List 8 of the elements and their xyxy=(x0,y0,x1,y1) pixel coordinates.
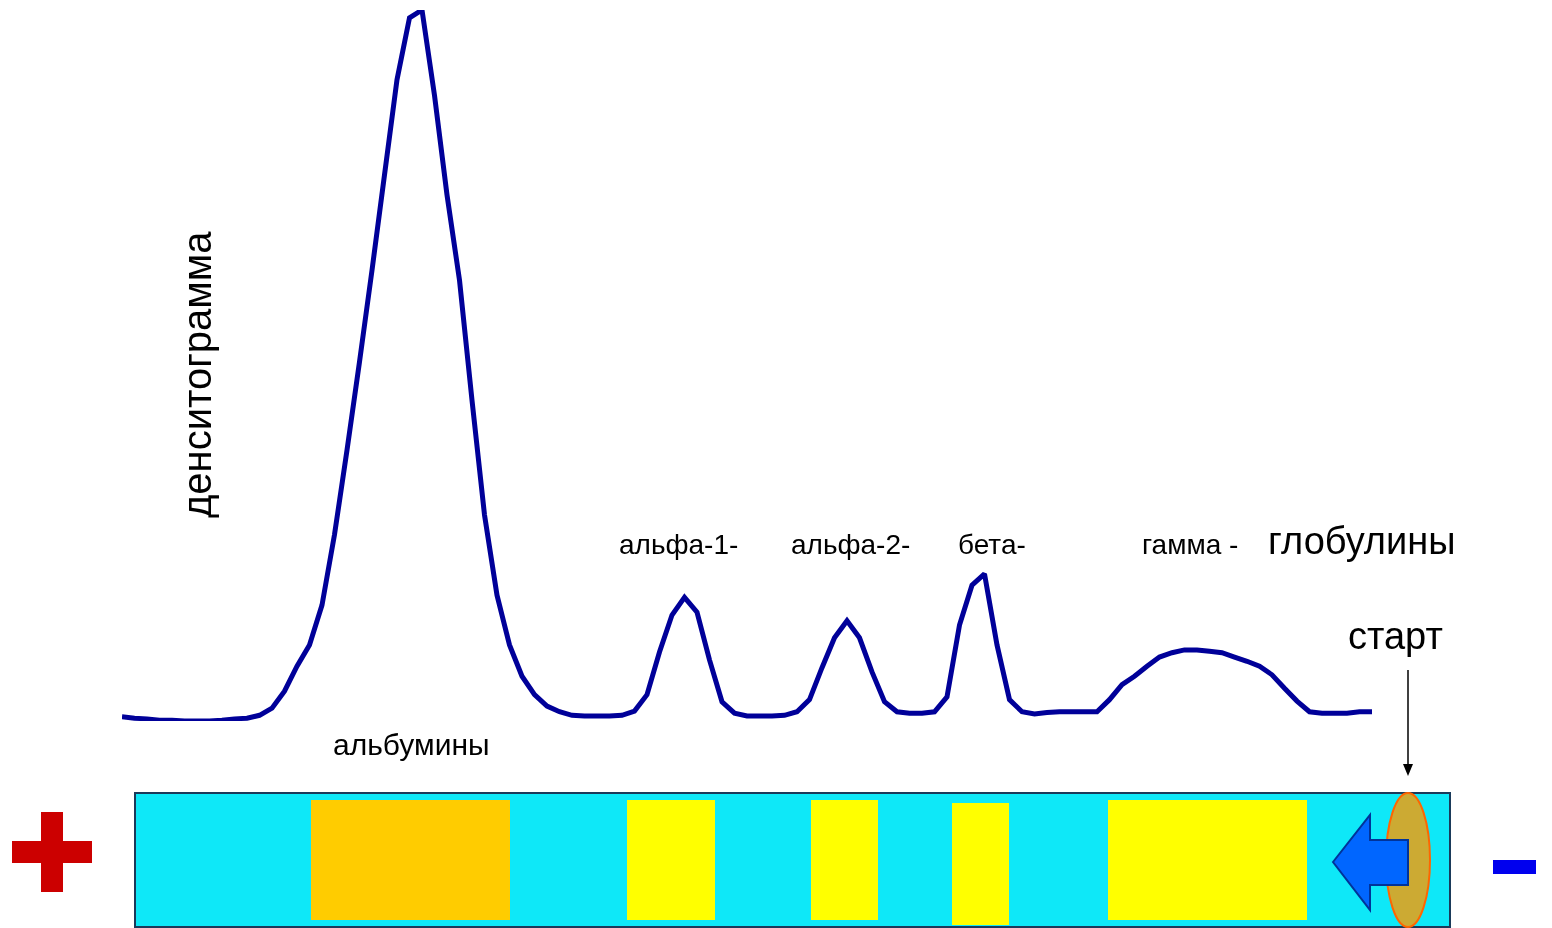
annotation: бета- xyxy=(958,529,1026,560)
text: альбумины xyxy=(333,728,490,761)
annotation: гамма - xyxy=(1142,529,1239,560)
annotation: старт xyxy=(1348,615,1443,657)
annotation: альфа-1- xyxy=(619,529,739,560)
y-axis-title: денситограмма xyxy=(175,230,219,518)
annotation: альфа-2- xyxy=(791,529,911,560)
annotation: глобулины xyxy=(1268,520,1456,562)
